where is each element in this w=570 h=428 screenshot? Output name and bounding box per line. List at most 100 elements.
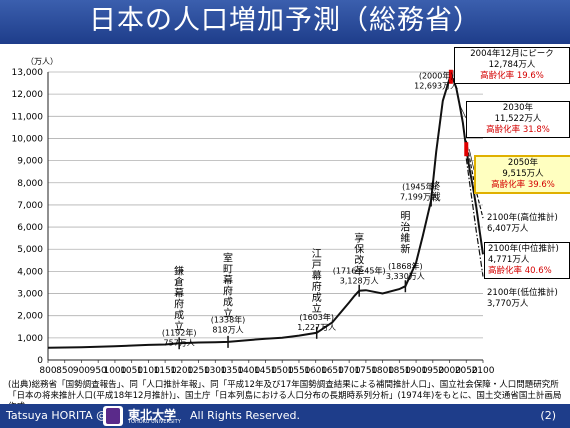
event-label-char: 立	[174, 320, 184, 333]
event-label-char: 維	[400, 231, 410, 244]
y2050-aging: 高齢化率 39.6%	[491, 180, 555, 190]
y2050-connector	[468, 149, 475, 171]
mid-aging: 高齢化率 40.6%	[488, 266, 552, 276]
page-title: 日本の人口増加予測（総務省）	[89, 5, 481, 36]
y-tick-label: 7,000	[17, 201, 43, 211]
y-tick-label: 3,000	[17, 290, 43, 300]
event-value-label: (1716～45年)	[333, 266, 386, 276]
event-value-label: 12,693万人	[414, 82, 458, 91]
event-label-char: 立	[223, 306, 233, 319]
y-tick-label: 8,000	[17, 179, 43, 189]
event-label-char: 享	[354, 231, 364, 244]
y2030-line1: 2030年	[502, 103, 534, 113]
x-tick-label: 1100	[137, 366, 160, 376]
event-value-label: 1,227万人	[297, 323, 336, 332]
x-tick-label: 1700	[338, 366, 361, 376]
event-label-char: 立	[312, 302, 322, 315]
x-tick-label: 1900	[405, 366, 428, 376]
event-label-char: 明	[400, 210, 410, 222]
x-tick-label: 950	[90, 366, 107, 376]
mid-line2: 4,771万人	[488, 255, 530, 265]
low-estimate-line	[465, 158, 484, 277]
year-2030-box: 2030年 11,522万人 高齢化率 31.8%	[466, 101, 570, 138]
population-chart: 0 1,000 2,000 3,000 4,000 5,000 6,000 7,000 8,00…	[12, 57, 495, 376]
y-axis-label: （万人）	[26, 57, 58, 66]
x-tick-label: 850	[56, 366, 73, 376]
title-bar	[0, 0, 570, 44]
y-tick-label: 13,000	[12, 68, 44, 78]
mid-estimate-box: 2100年(中位推計) 4,771万人 高齢化率 40.6%	[484, 242, 570, 279]
high-line1: 2100年(高位推計)	[487, 213, 558, 223]
peak-box-aging: 高齢化率 19.6%	[480, 71, 544, 81]
low-line1: 2100年(低位推計)	[487, 288, 558, 298]
university-name-en: TOHOKU UNIVERSITY	[128, 419, 181, 425]
y-tick-label: 5,000	[17, 245, 43, 255]
x-tick-label: 2050	[455, 366, 478, 376]
event-value-label: (1338年)	[211, 314, 246, 324]
event-label-char: 府	[312, 280, 322, 293]
x-tick-label: 1350	[221, 366, 244, 376]
event-value-label: 7,199万人	[400, 192, 439, 201]
x-tick-label: 1000	[103, 366, 126, 376]
year-2050-box: 2050年 9,515万人 高齢化率 39.6%	[474, 155, 570, 194]
event-value-label: (2000年)	[419, 71, 454, 81]
event-value-label: (1945年)	[402, 181, 437, 191]
low-line2: 3,770万人	[487, 299, 529, 309]
x-tick-label: 800	[39, 366, 56, 376]
y-tick-label: 6,000	[17, 223, 43, 233]
y2030-aging: 高齢化率 31.8%	[486, 125, 550, 135]
event-label-char: 倉	[174, 276, 184, 289]
y-tick-label: 1,000	[17, 334, 43, 344]
peak-box-line2: 12,784万人	[488, 60, 536, 70]
x-tick-label: 1650	[321, 366, 344, 376]
x-tick-label: 2100	[472, 366, 495, 376]
event-label-char: 江	[312, 248, 322, 260]
event-value-label: 818万人	[212, 325, 243, 334]
event-label-char: 新	[400, 242, 410, 255]
x-tick-label: 1600	[304, 366, 327, 376]
event-value-label: (1192年)	[162, 328, 197, 338]
university-name: 東北大学	[128, 408, 177, 422]
x-tick-label: 1450	[254, 366, 277, 376]
page-number: (2)	[540, 409, 556, 422]
x-tick-label: 1550	[288, 366, 311, 376]
y-tick-label: 4,000	[17, 267, 43, 277]
x-tick-label: 1250	[187, 366, 210, 376]
event-label-char: 革	[354, 264, 364, 277]
peak-box-line1: 2004年12月にピーク	[470, 49, 554, 59]
event-label-char: 改	[354, 253, 364, 266]
event-label-char: 治	[400, 220, 410, 233]
event-label-char: 終	[430, 179, 440, 192]
y-tick-label: 11,000	[12, 112, 44, 122]
event-label-char: 鎌	[174, 265, 184, 278]
event-value-label: 757万人	[164, 339, 195, 348]
y2050-line1: 2050年	[507, 158, 539, 168]
event-value-label: 3,330万人	[386, 272, 425, 281]
event-label-char: 幕	[174, 287, 184, 300]
event-value-label: (1603年)	[299, 312, 334, 322]
event-label-char: 成	[312, 292, 322, 304]
x-tick-label: 1050	[120, 366, 143, 376]
event-label-char: 成	[174, 310, 184, 322]
event-label-char: 府	[223, 284, 233, 297]
event-label-char: 室	[223, 251, 233, 264]
x-tick-label: 1150	[154, 366, 177, 376]
event-label-char: 保	[354, 242, 364, 255]
footer: Tatsuya HORITA @ 東北大学 TOHOKU UNIVERSITY …	[0, 404, 570, 428]
y2050-marker	[464, 142, 469, 157]
y2030-line2: 11,522万人	[494, 114, 542, 124]
y-tick-label: 0	[37, 356, 43, 366]
peak-box: 2004年12月にピーク 12,784万人 高齢化率 19.6%	[454, 47, 570, 84]
y-tick-label: 12,000	[12, 90, 44, 100]
x-tick-label: 2000	[438, 366, 461, 376]
x-tick-label: 1750	[354, 366, 377, 376]
y2030-connector	[459, 104, 467, 119]
event-label-char: 戸	[312, 259, 322, 271]
event-value-label: (1868年)	[388, 261, 423, 271]
population-line	[47, 75, 484, 349]
y-tick-label: 9,000	[17, 157, 43, 167]
event-label-char: 幕	[223, 273, 233, 286]
peak-marker	[448, 69, 453, 84]
event-value-label: 3,128万人	[340, 277, 379, 286]
y2050-line2: 9,515万人	[502, 169, 544, 179]
